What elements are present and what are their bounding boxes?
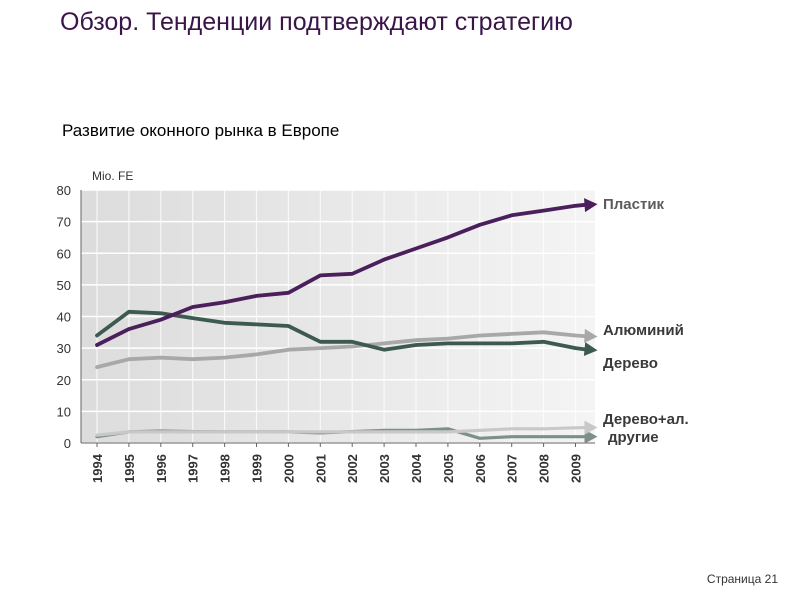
arrowhead-wood [583, 342, 598, 357]
arrowhead-other [584, 429, 598, 444]
x-tick-label: 1999 [250, 454, 265, 483]
y-tick-label: 10 [57, 404, 71, 419]
arrowhead-wood_alu [584, 420, 598, 435]
x-tick-label: 2003 [377, 454, 392, 483]
y-axis-label: Mio. FE [92, 169, 133, 183]
slide-title: Обзор. Тенденции подтверждают стратегию [60, 8, 573, 36]
x-tick-label: 2008 [537, 454, 552, 483]
y-tick-label: 70 [57, 215, 71, 230]
y-tick-label: 30 [57, 341, 71, 356]
x-tick-label: 2000 [281, 454, 296, 483]
x-tick-label: 2002 [345, 454, 360, 483]
x-tick-label: 1997 [186, 454, 201, 483]
page-number: Страница 21 [706, 572, 778, 586]
x-tick-label: 2005 [441, 454, 456, 483]
series-label-wood: Дерево [603, 355, 658, 372]
x-tick-label: 1998 [218, 454, 233, 483]
series-line-wood [95, 309, 594, 353]
arrowhead-aluminium [584, 328, 598, 343]
x-tick-label: 2007 [505, 454, 520, 483]
x-tick-label: 2009 [569, 454, 584, 483]
series-line-wood_alu [95, 425, 594, 437]
series-label-plastic: Пластик [603, 196, 665, 213]
series-line-plastic [95, 202, 594, 347]
y-tick-label: 20 [57, 373, 71, 388]
series-lines [95, 198, 598, 444]
x-axis-ticks: 1994 1995 1996 1997 1998 1999 2000 2001 2002 2003… [90, 443, 584, 483]
y-tick-label: 50 [57, 278, 71, 293]
x-tick-label: 1995 [122, 454, 137, 483]
y-tick-label: 40 [57, 310, 71, 325]
x-tick-label: 1996 [154, 454, 169, 483]
y-tick-label: 80 [57, 183, 71, 198]
y-axis-ticks: 0 10 20 30 40 50 60 70 80 [57, 183, 71, 451]
y-tick-label: 60 [57, 246, 71, 261]
series-line-aluminium [95, 330, 594, 369]
y-tick-label: 0 [64, 436, 71, 451]
x-tick-label: 2001 [313, 454, 328, 483]
series-label-other: другие [608, 429, 659, 446]
series-labels: Пластик Алюминий Дерево Дерево+ал.другие [603, 196, 689, 446]
chart-subtitle: Развитие оконного рынка в Европе [62, 121, 340, 140]
series-label-wood_alu: Дерево+ал. [603, 411, 689, 428]
series-label-aluminium: Алюминий [603, 322, 684, 339]
x-tick-label: 2004 [409, 453, 424, 483]
x-tick-label: 1994 [90, 453, 105, 483]
x-tick-label: 2006 [473, 454, 488, 483]
arrowhead-plastic [584, 198, 598, 213]
